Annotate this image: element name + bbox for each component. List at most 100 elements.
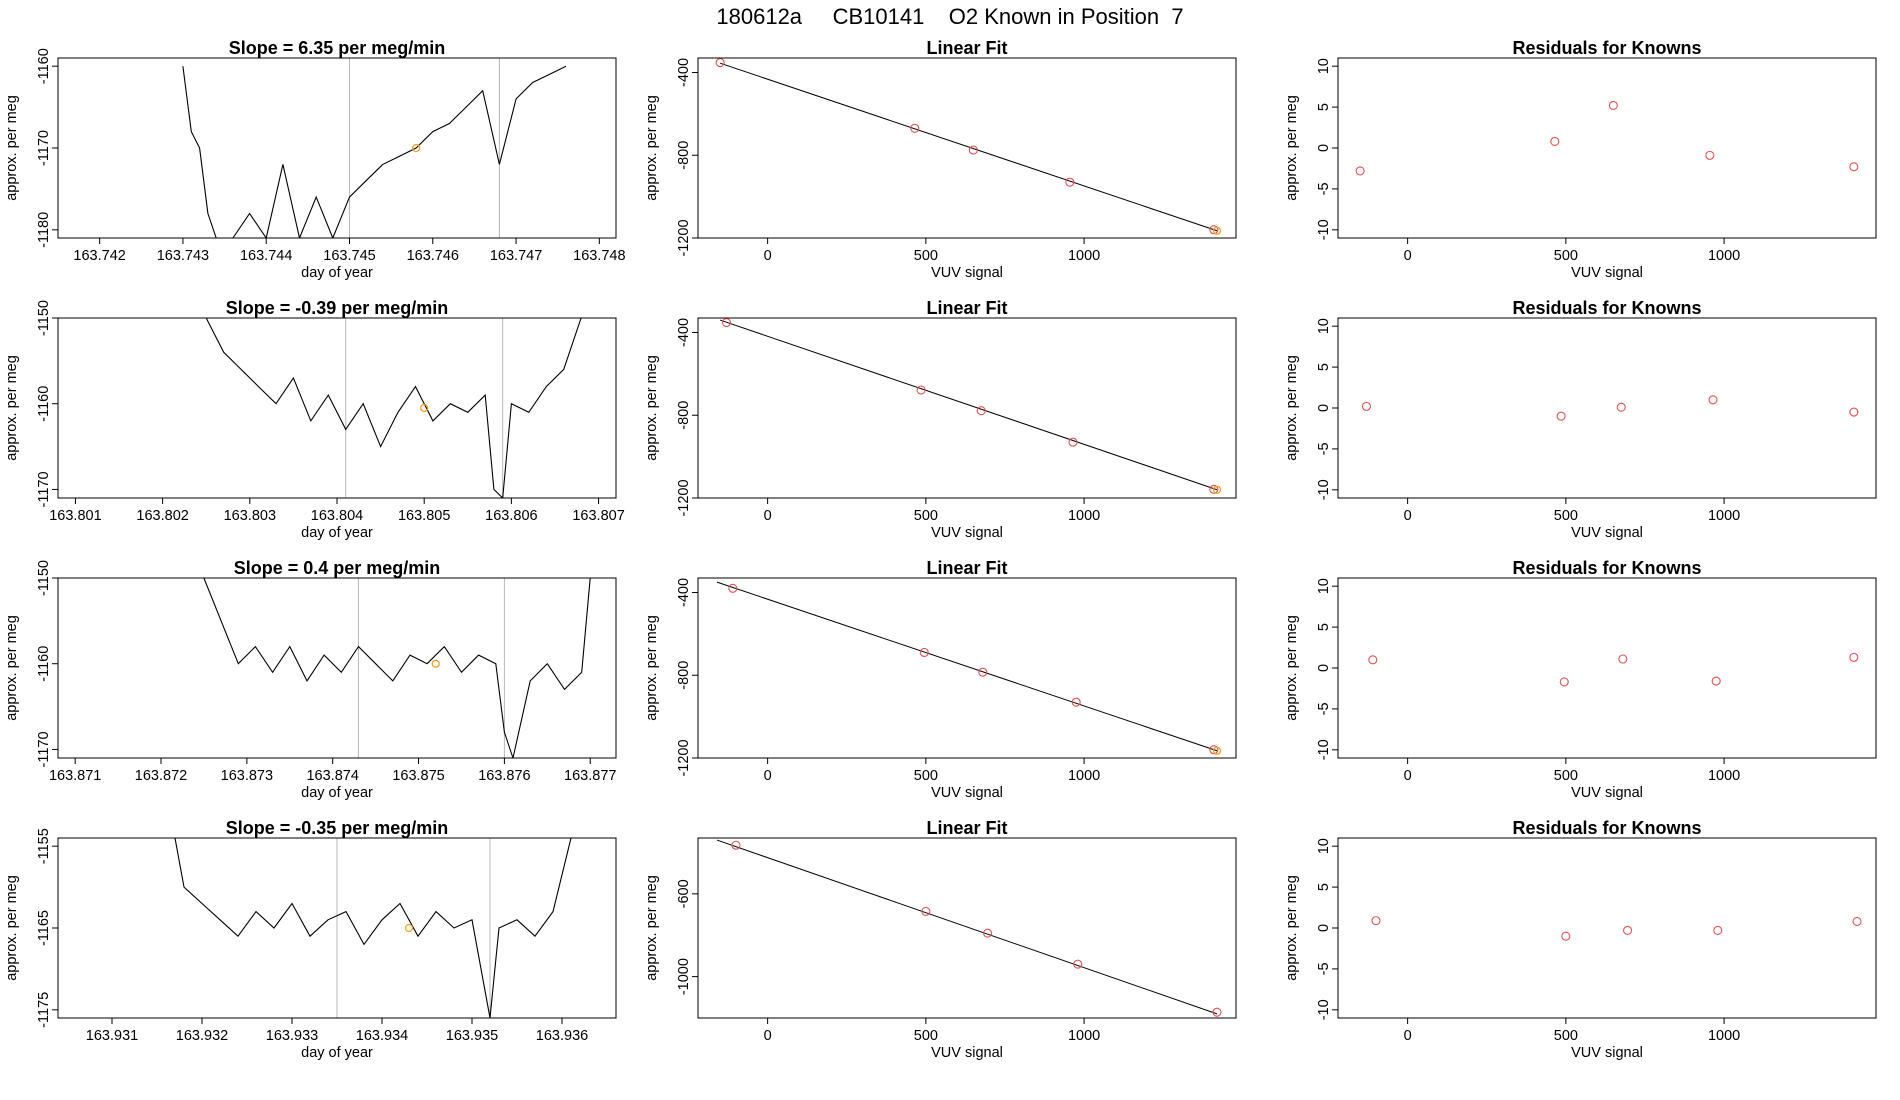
- y-tick-label: -800: [676, 661, 692, 690]
- panel-title: Slope = 0.4 per meg/min: [234, 558, 441, 578]
- data-point: [1212, 1007, 1222, 1017]
- x-axis-label: VUV signal: [931, 265, 1003, 281]
- data-point: [978, 667, 988, 677]
- x-tick-label: 1000: [1068, 248, 1100, 264]
- y-axis-label: approx. per meg: [4, 875, 20, 981]
- series-line: [182, 65, 567, 238]
- panel-row4-timeseries: Slope = -0.35 per meg/min 163.931 163.932 1…: [4, 818, 617, 1061]
- panel-title: Linear Fit: [926, 38, 1007, 58]
- x-tick-label: 163.876: [478, 768, 530, 784]
- y-tick-label: -10: [1316, 219, 1332, 240]
- x-tick-label: 163.873: [221, 768, 273, 784]
- data-point: [1209, 225, 1219, 235]
- panel-title: Linear Fit: [926, 298, 1007, 318]
- fit-line: [719, 319, 1218, 491]
- y-tick-label: -1165: [36, 910, 52, 946]
- y-tick-label: -5: [1316, 702, 1332, 715]
- x-tick-label: 163.936: [536, 1028, 588, 1044]
- x-tick-label: 1000: [1708, 1028, 1740, 1044]
- y-tick-label: -10: [1316, 479, 1332, 500]
- x-tick-label: 163.802: [136, 508, 188, 524]
- highlight-point: [1212, 746, 1222, 755]
- x-tick-label: 500: [1554, 248, 1578, 264]
- highlight-point: [431, 659, 440, 668]
- plot-frame: [1337, 57, 1877, 239]
- y-tick-label: -1160: [36, 48, 52, 84]
- y-tick-label: -600: [676, 879, 692, 908]
- data-point: [728, 583, 738, 593]
- x-tick-label: 1000: [1068, 768, 1100, 784]
- data-point: [1616, 402, 1626, 412]
- x-tick-label: 163.803: [224, 508, 276, 524]
- fit-line: [716, 581, 1218, 752]
- data-point: [976, 406, 986, 416]
- x-axis-label: VUV signal: [1571, 525, 1643, 541]
- x-tick-label: 0: [764, 508, 772, 524]
- y-tick-label: 0: [1316, 404, 1332, 412]
- x-tick-label: 0: [764, 248, 772, 264]
- highlight-point: [1212, 226, 1222, 235]
- y-tick-label: -1175: [36, 992, 52, 1028]
- data-point: [1361, 401, 1372, 411]
- x-tick-label: 163.746: [407, 248, 459, 264]
- data-point: [983, 928, 993, 938]
- highlight-point: [404, 923, 414, 933]
- data-point: [1068, 437, 1078, 447]
- data-point: [1065, 177, 1075, 187]
- x-axis-label: day of year: [301, 265, 373, 281]
- panel-row3-linear-fit: Linear Fit 0 500 1000 -1200 -800 -400 VUV signa…: [644, 558, 1237, 801]
- data-point: [1852, 916, 1862, 927]
- data-point: [919, 647, 929, 658]
- y-tick-label: -400: [676, 58, 692, 87]
- x-tick-label: 0: [764, 768, 772, 784]
- x-axis-label: day of year: [301, 785, 373, 801]
- page-title: 180612a CB10141 O2 Known in Position 7: [716, 4, 1184, 29]
- x-axis-label: VUV signal: [1571, 265, 1643, 281]
- y-tick-label: 0: [1316, 924, 1332, 932]
- x-tick-label: 163.747: [490, 248, 542, 264]
- data-point: [1071, 697, 1081, 707]
- highlight-point: [411, 143, 421, 153]
- x-tick-label: 0: [764, 1028, 772, 1044]
- fit-line: [719, 62, 1218, 232]
- x-axis-label: VUV signal: [931, 785, 1003, 801]
- panel-row3-timeseries: Slope = 0.4 per meg/min 163.871 163.872 163…: [4, 558, 617, 801]
- x-tick-label: 1000: [1708, 508, 1740, 524]
- data-point: [1608, 100, 1618, 111]
- data-point: [1355, 166, 1365, 176]
- fit-line: [716, 839, 1218, 1015]
- plot-frame: [57, 577, 617, 759]
- x-tick-label: 500: [914, 1028, 938, 1044]
- x-tick-label: 500: [914, 248, 938, 264]
- x-tick-label: 163.877: [564, 768, 616, 784]
- plot-frame: [697, 57, 1237, 239]
- plot-frame: [1337, 317, 1877, 499]
- panel-title: Slope = -0.35 per meg/min: [226, 818, 449, 838]
- data-point: [1550, 136, 1560, 147]
- data-point: [1849, 407, 1859, 417]
- data-point: [1623, 925, 1633, 936]
- x-tick-label: 163.801: [49, 508, 101, 524]
- data-point: [1705, 150, 1715, 160]
- series-line: [205, 318, 582, 498]
- x-tick-label: 163.871: [49, 768, 101, 784]
- panel-title: Slope = 6.35 per meg/min: [229, 38, 446, 58]
- data-point: [921, 906, 931, 916]
- y-tick-label: 0: [1316, 664, 1332, 672]
- x-tick-label: 0: [1404, 1028, 1412, 1044]
- y-tick-label: 5: [1316, 883, 1332, 891]
- plot-frame: [1337, 577, 1877, 759]
- x-tick-label: 500: [1554, 508, 1578, 524]
- x-axis-label: VUV signal: [1571, 785, 1643, 801]
- y-tick-label: -5: [1316, 442, 1332, 455]
- x-tick-label: 0: [1404, 248, 1412, 264]
- y-tick-label: -1180: [36, 212, 52, 248]
- data-point: [715, 58, 725, 68]
- panel-row4-linear-fit: Linear Fit 0 500 1000 -1000 -600 VUV signal app…: [644, 818, 1237, 1061]
- data-point: [916, 385, 926, 395]
- y-tick-label: -5: [1316, 182, 1332, 195]
- panel-title: Residuals for Knowns: [1512, 818, 1701, 838]
- x-tick-label: 163.872: [135, 768, 187, 784]
- y-axis-label: approx. per meg: [1284, 95, 1300, 201]
- x-axis-label: day of year: [301, 525, 373, 541]
